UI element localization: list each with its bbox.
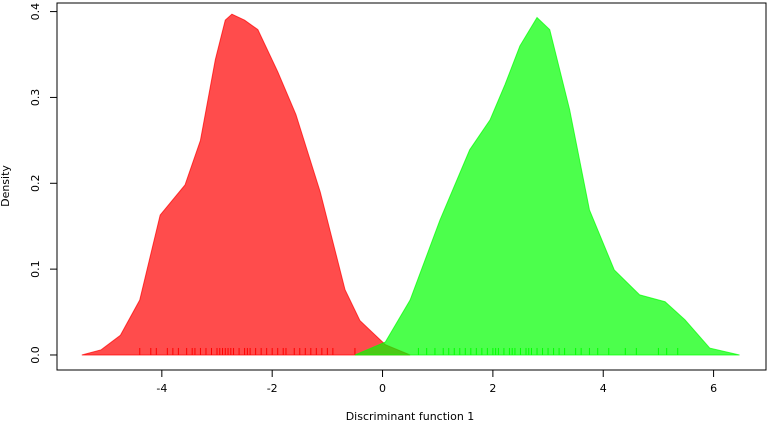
- x-tick-label: -4: [156, 382, 167, 395]
- plot-frame: [56, 2, 767, 371]
- y-tick-label: 0.0: [29, 346, 42, 364]
- x-tick-label: 0: [379, 382, 386, 395]
- density-area: [354, 16, 740, 356]
- x-tick-label: 4: [600, 382, 607, 395]
- y-tick-label: 0.4: [29, 3, 42, 21]
- x-axis-label: Discriminant function 1: [346, 410, 475, 423]
- density-area: [81, 13, 411, 356]
- x-tick-label: 2: [489, 382, 496, 395]
- y-tick-label: 0.1: [29, 260, 42, 278]
- y-tick-label: 0.3: [29, 89, 42, 107]
- x-tick-label: 6: [710, 382, 717, 395]
- y-tick-label: 0.2: [29, 175, 42, 193]
- x-tick-label: -2: [267, 382, 278, 395]
- y-axis-label: Density: [0, 165, 12, 207]
